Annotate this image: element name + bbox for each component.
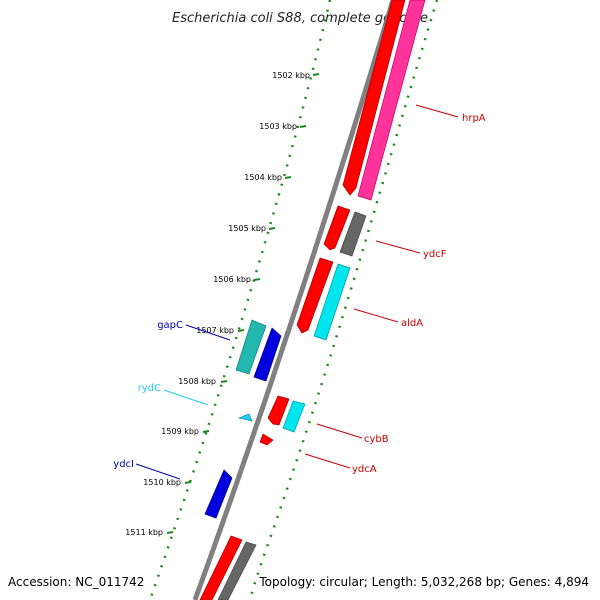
tick-label: 1511 kbp bbox=[125, 528, 163, 537]
tick-label: 1503 kbp bbox=[259, 122, 297, 131]
genome-backbone bbox=[192, 0, 396, 600]
gene-gray-1[interactable] bbox=[339, 211, 367, 257]
label-leaders bbox=[135, 104, 459, 480]
gene-label-ydcF[interactable]: ydcF bbox=[423, 249, 447, 260]
tick-label: 1505 kbp bbox=[228, 224, 266, 233]
genome-summary-text: Topology: circular; Length: 5,032,268 bp… bbox=[258, 575, 589, 589]
tick-label: 1506 kbp bbox=[213, 275, 251, 284]
gene-label-hrpA[interactable]: hrpA bbox=[462, 113, 486, 124]
gene-label-cybB[interactable]: cybB bbox=[364, 434, 389, 445]
outer-dotted-ring bbox=[248, 0, 439, 600]
tick-mark bbox=[312, 73, 320, 76]
gene-cybB-cyan[interactable] bbox=[282, 400, 306, 433]
tick-label: 1504 kbp bbox=[244, 173, 282, 182]
gene-features bbox=[199, 0, 426, 600]
gene-aldA-cyan[interactable] bbox=[313, 263, 351, 341]
accession-text: Accession: NC_011742 bbox=[8, 575, 144, 589]
tick-mark bbox=[299, 125, 307, 128]
gene-label-rydC[interactable]: rydC bbox=[138, 383, 161, 394]
gene-cybB[interactable] bbox=[267, 395, 290, 426]
gene-hrpA[interactable] bbox=[342, 0, 406, 196]
tick-label: 1510 kbp bbox=[143, 478, 181, 487]
gene-red-bottom[interactable] bbox=[199, 535, 243, 600]
tick-mark bbox=[237, 329, 245, 332]
tick-mark bbox=[284, 176, 292, 179]
gene-aldA[interactable] bbox=[296, 257, 334, 334]
map-title: Escherichia coli S88, complete genome bbox=[172, 11, 428, 26]
kbp-ticks: 1502 kbp 1503 kbp 1504 kbp 1505 kbp 1506… bbox=[125, 71, 320, 537]
gene-labels: hrpA ydcF aldA cybB ydcA gapC rydC ydcI bbox=[113, 113, 486, 475]
tick-mark bbox=[184, 481, 192, 484]
gene-ydcI[interactable] bbox=[204, 469, 233, 519]
gene-label-aldA[interactable]: aldA bbox=[401, 318, 423, 329]
gene-pink-feature[interactable] bbox=[357, 0, 426, 201]
tick-label: 1508 kbp bbox=[178, 377, 216, 386]
gene-label-ydcI[interactable]: ydcI bbox=[113, 459, 134, 470]
tick-label: 1507 kbp bbox=[196, 326, 234, 335]
tick-mark bbox=[268, 227, 276, 230]
tick-mark bbox=[166, 531, 174, 534]
tick-mark bbox=[202, 430, 210, 433]
gene-rydC[interactable] bbox=[237, 413, 253, 422]
tick-mark bbox=[253, 278, 261, 281]
gene-gapC[interactable] bbox=[253, 327, 282, 382]
gene-label-gapC[interactable]: gapC bbox=[157, 320, 183, 331]
gene-ydcA[interactable] bbox=[259, 433, 274, 446]
gene-label-ydcA[interactable]: ydcA bbox=[352, 464, 377, 475]
inner-dotted-ring bbox=[148, 0, 332, 600]
gene-gray-bottom[interactable] bbox=[217, 541, 257, 600]
tick-label: 1509 kbp bbox=[161, 427, 199, 436]
gene-gapC-teal[interactable] bbox=[235, 319, 267, 375]
tick-mark bbox=[220, 380, 228, 383]
gene-ydcF[interactable] bbox=[323, 205, 351, 251]
tick-label: 1502 kbp bbox=[272, 71, 310, 80]
